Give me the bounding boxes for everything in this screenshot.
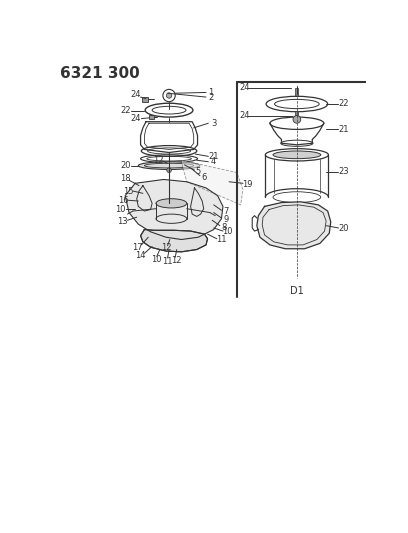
Text: 12: 12 xyxy=(161,244,171,253)
Text: 21: 21 xyxy=(339,125,349,134)
Text: 15: 15 xyxy=(123,187,133,196)
Text: 11: 11 xyxy=(216,235,227,244)
Text: 16: 16 xyxy=(118,196,129,205)
Text: 10: 10 xyxy=(115,205,126,214)
Polygon shape xyxy=(141,230,208,252)
Text: 10: 10 xyxy=(151,255,162,264)
Text: 22: 22 xyxy=(339,100,349,109)
Text: 19: 19 xyxy=(242,180,253,189)
Text: 1: 1 xyxy=(208,88,213,97)
Text: 23: 23 xyxy=(339,167,349,176)
Text: 9: 9 xyxy=(224,215,228,224)
Text: 12: 12 xyxy=(171,256,181,265)
Text: 14: 14 xyxy=(135,251,146,260)
Text: 3: 3 xyxy=(211,119,216,128)
Text: 10: 10 xyxy=(222,227,233,236)
Ellipse shape xyxy=(156,199,187,208)
Text: 12: 12 xyxy=(153,157,164,165)
Text: 22: 22 xyxy=(121,107,131,116)
Text: 24: 24 xyxy=(239,111,250,120)
Ellipse shape xyxy=(138,161,200,169)
Text: 18: 18 xyxy=(120,174,131,183)
Circle shape xyxy=(166,93,172,98)
Bar xyxy=(295,111,298,119)
Polygon shape xyxy=(182,160,243,205)
Circle shape xyxy=(167,168,171,173)
Text: 2: 2 xyxy=(208,93,213,102)
Text: 13: 13 xyxy=(118,217,128,227)
Bar xyxy=(149,115,154,119)
Text: 17: 17 xyxy=(132,243,143,252)
Ellipse shape xyxy=(273,151,321,159)
Text: 24: 24 xyxy=(130,90,140,99)
Circle shape xyxy=(293,116,301,123)
Polygon shape xyxy=(257,202,331,249)
Text: 5: 5 xyxy=(196,167,201,176)
Text: 20: 20 xyxy=(339,224,349,233)
Text: 24: 24 xyxy=(239,83,250,92)
Text: 21: 21 xyxy=(208,152,219,161)
Polygon shape xyxy=(125,180,223,239)
Text: 20: 20 xyxy=(121,161,131,170)
Text: 11: 11 xyxy=(162,256,173,265)
Text: D1: D1 xyxy=(290,286,304,296)
Text: 8: 8 xyxy=(222,223,227,232)
Text: 24: 24 xyxy=(130,114,140,123)
Bar xyxy=(295,88,298,95)
Text: 6321 300: 6321 300 xyxy=(60,67,140,82)
Text: 4: 4 xyxy=(211,157,216,166)
Text: 7: 7 xyxy=(223,207,229,216)
Text: 6: 6 xyxy=(201,173,206,182)
Circle shape xyxy=(167,183,171,188)
Bar xyxy=(142,97,148,102)
